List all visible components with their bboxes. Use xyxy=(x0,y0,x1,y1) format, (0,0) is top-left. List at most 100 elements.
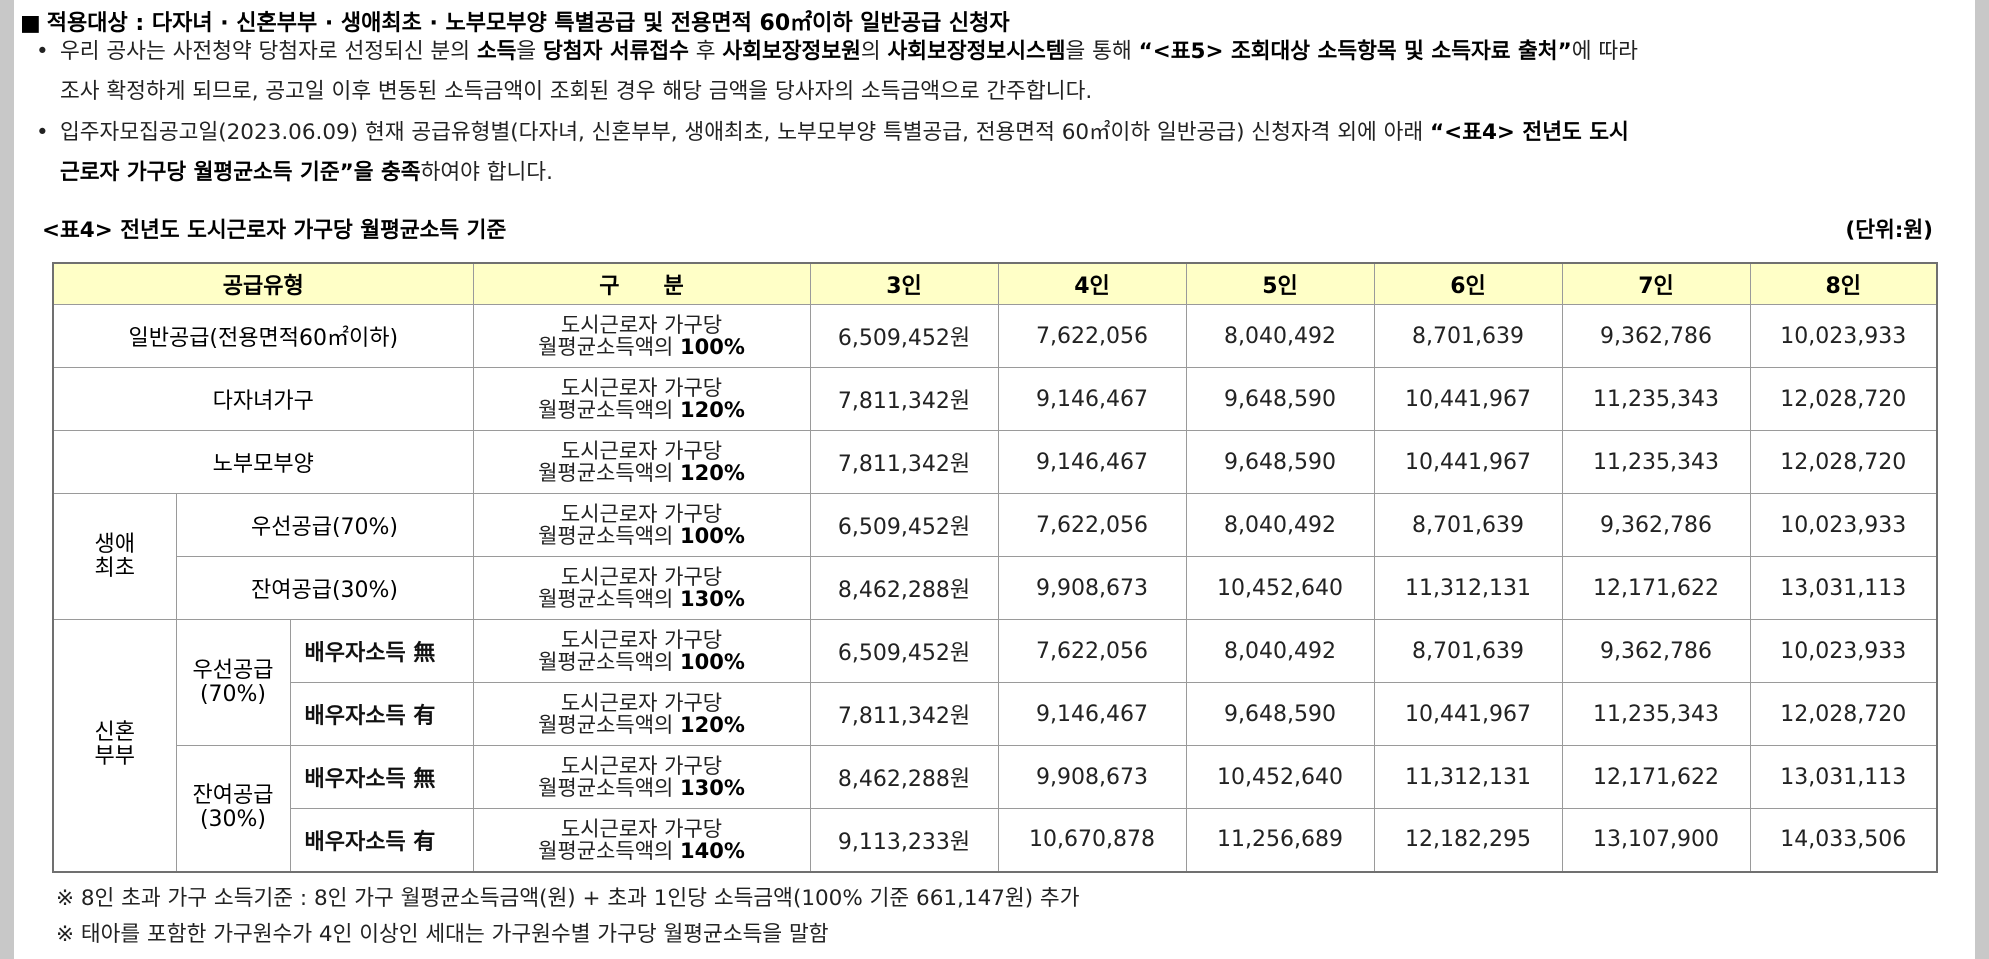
income-value-cell: 7,622,056 xyxy=(997,493,1187,557)
supply-type-cell: 우선공급(70%) xyxy=(175,493,474,557)
income-value-cell: 10,441,967 xyxy=(1373,682,1563,746)
income-value-cell: 12,028,720 xyxy=(1749,682,1938,746)
header-category: 구 분 xyxy=(472,262,811,305)
header-4-persons: 4인 xyxy=(997,262,1187,305)
income-value-cell: 8,701,639 xyxy=(1373,493,1563,557)
income-value-cell: 8,701,639 xyxy=(1373,304,1563,368)
bullet-income-verification: • 우리 공사는 사전청약 당첨자로 선정되신 분의 소득을 당첨자 서류접수 … xyxy=(36,32,1956,112)
income-value-cell: 10,441,967 xyxy=(1373,367,1563,431)
income-value-cell: 8,040,492 xyxy=(1185,619,1375,683)
group-newlywed: 신혼 부부 xyxy=(52,619,177,872)
income-basis-cell: 도시근로자 가구당 월평균소득액의 130% xyxy=(472,556,811,620)
table-row: 배우자소득 有 도시근로자 가구당 월평균소득액의 120% 7,811,342원 9… xyxy=(53,682,1938,746)
income-value-cell: 9,146,467 xyxy=(997,367,1187,431)
basis-line-1: 도시근로자 가구당 xyxy=(560,502,723,526)
income-value-cell: 7,811,342원 xyxy=(809,430,999,494)
income-value-cell: 7,811,342원 xyxy=(809,682,999,746)
table-row: 잔여공급 (30%) 배우자소득 無 도시근로자 가구당 월평균소득액의 130%… xyxy=(53,745,1938,872)
income-value-cell: 14,033,506 xyxy=(1749,808,1938,872)
bullet-1-line-2: 조사 확정하게 되므로, 공고일 이후 변동된 소득금액이 조회된 경우 해당 … xyxy=(60,79,1093,104)
basis-line-1: 도시근로자 가구당 xyxy=(560,754,723,778)
supply-type-cell: 배우자소득 有 xyxy=(289,808,474,872)
header-6-persons: 6인 xyxy=(1373,262,1563,305)
income-value-cell: 10,452,640 xyxy=(1185,745,1375,809)
heading-text: 적용대상 : 다자녀 · 신혼부부 · 생애최초 · 노부모부양 특별공급 및 … xyxy=(46,11,1010,36)
basis-percent: 100% xyxy=(680,650,745,674)
income-value-cell: 10,670,878 xyxy=(997,808,1187,872)
basis-percent: 120% xyxy=(680,713,745,737)
income-value-cell: 9,146,467 xyxy=(997,682,1187,746)
supply-type-cell: 잔여공급(30%) xyxy=(175,556,474,620)
basis-line-2: 월평균소득액의 xyxy=(538,650,674,674)
income-value-cell: 11,235,343 xyxy=(1561,430,1751,494)
basis-percent: 130% xyxy=(680,776,745,800)
income-basis-cell: 도시근로자 가구당 월평균소득액의 120% xyxy=(472,367,811,431)
header-supply-type: 공급유형 xyxy=(52,262,474,305)
income-value-cell: 12,171,622 xyxy=(1561,556,1751,620)
bullet-1-line-1: 우리 공사는 사전청약 당첨자로 선정되신 분의 소득을 당첨자 서류접수 후 … xyxy=(60,39,1638,64)
basis-percent: 100% xyxy=(680,335,745,359)
income-value-cell: 10,452,640 xyxy=(1185,556,1375,620)
basis-line-2: 월평균소득액의 xyxy=(538,713,674,737)
income-value-cell: 7,622,056 xyxy=(997,304,1187,368)
supply-type-cell: 배우자소득 無 xyxy=(289,745,474,809)
income-criteria-table: 공급유형 구 분 3인 4인 5인 6인 7인 8인 일반공급(전용면적60㎡이… xyxy=(52,262,1939,873)
income-value-cell: 13,031,113 xyxy=(1749,745,1938,809)
income-value-cell: 12,171,622 xyxy=(1561,745,1751,809)
bullet-2-line-1: 입주자모집공고일(2023.06.09) 현재 공급유형별(다자녀, 신혼부부,… xyxy=(60,120,1629,145)
income-value-cell: 10,023,933 xyxy=(1749,619,1938,683)
income-value-cell: 12,182,295 xyxy=(1373,808,1563,872)
basis-line-2: 월평균소득액의 xyxy=(538,838,674,863)
note-over-8-persons: ※ 8인 초과 가구 소득기준 : 8인 가구 월평균소득금액(원) + 초과 … xyxy=(56,886,1080,911)
income-basis-cell: 도시근로자 가구당 월평균소득액의 100% xyxy=(472,493,811,557)
basis-percent: 100% xyxy=(680,524,745,548)
income-value-cell: 9,648,590 xyxy=(1185,367,1375,431)
basis-percent: 130% xyxy=(680,587,745,611)
basis-line-2: 월평균소득액의 xyxy=(538,335,674,359)
group-first-time-buyer: 생애 최초 xyxy=(52,493,177,620)
bullet-2-line-2: 근로자 가구당 월평균소득 기준”을 충족하여야 합니다. xyxy=(60,160,553,185)
header-8-persons: 8인 xyxy=(1749,262,1938,305)
income-basis-cell: 도시근로자 가구당 월평균소득액의 120% xyxy=(472,682,811,746)
income-value-cell: 11,256,689 xyxy=(1185,808,1375,872)
income-value-cell: 7,622,056 xyxy=(997,619,1187,683)
bullet-dot-icon: • xyxy=(36,120,49,145)
income-value-cell: 13,107,900 xyxy=(1561,808,1751,872)
income-value-cell: 13,031,113 xyxy=(1749,556,1938,620)
income-value-cell: 9,648,590 xyxy=(1185,682,1375,746)
income-value-cell: 9,362,786 xyxy=(1561,493,1751,557)
income-value-cell: 6,509,452원 xyxy=(809,304,999,368)
basis-line-2: 월평균소득액의 xyxy=(538,587,674,611)
supply-type-cell: 일반공급(전용면적60㎡이하) xyxy=(52,304,474,368)
income-value-cell: 7,811,342원 xyxy=(809,367,999,431)
table-header-row: 공급유형 구 분 3인 4인 5인 6인 7인 8인 xyxy=(52,262,1938,305)
basis-line-2: 월평균소득액의 xyxy=(538,776,674,800)
group-priority-supply: 우선공급 (70%) xyxy=(175,619,291,746)
header-3-persons: 3인 xyxy=(809,262,999,305)
basis-percent: 140% xyxy=(680,838,745,863)
income-value-cell: 11,235,343 xyxy=(1561,682,1751,746)
income-value-cell: 8,701,639 xyxy=(1373,619,1563,683)
note-fetus-household: ※ 태아를 포함한 가구원수가 4인 이상인 세대는 가구원수별 가구당 월평균… xyxy=(56,922,829,947)
income-value-cell: 10,441,967 xyxy=(1373,430,1563,494)
income-value-cell: 8,040,492 xyxy=(1185,304,1375,368)
income-value-cell: 9,648,590 xyxy=(1185,430,1375,494)
income-value-cell: 9,362,786 xyxy=(1561,619,1751,683)
income-value-cell: 8,462,288원 xyxy=(809,556,999,620)
income-value-cell: 12,028,720 xyxy=(1749,430,1938,494)
basis-line-1: 도시근로자 가구당 xyxy=(560,439,723,463)
document-page: ■ 적용대상 : 다자녀 · 신혼부부 · 생애최초 · 노부모부양 특별공급 및… xyxy=(14,0,1975,959)
income-value-cell: 9,362,786 xyxy=(1561,304,1751,368)
income-value-cell: 9,908,673 xyxy=(997,745,1187,809)
income-value-cell: 10,023,933 xyxy=(1749,493,1938,557)
income-value-cell: 11,312,131 xyxy=(1373,556,1563,620)
basis-percent: 120% xyxy=(680,398,745,422)
header-5-persons: 5인 xyxy=(1185,262,1375,305)
table-row: 생애 최초 우선공급(70%) 도시근로자 가구당 월평균소득액의 100% 6,5… xyxy=(52,493,1938,620)
income-basis-cell: 도시근로자 가구당 월평균소득액의 100% xyxy=(472,619,811,683)
table-row: 노부모부양 도시근로자 가구당 월평균소득액의 120% 7,811,342원 9,1… xyxy=(52,430,1938,494)
bullet-dot-icon: • xyxy=(36,39,49,64)
basis-line-2: 월평균소득액의 xyxy=(538,524,674,548)
header-7-persons: 7인 xyxy=(1561,262,1751,305)
basis-line-2: 월평균소득액의 xyxy=(538,398,674,422)
